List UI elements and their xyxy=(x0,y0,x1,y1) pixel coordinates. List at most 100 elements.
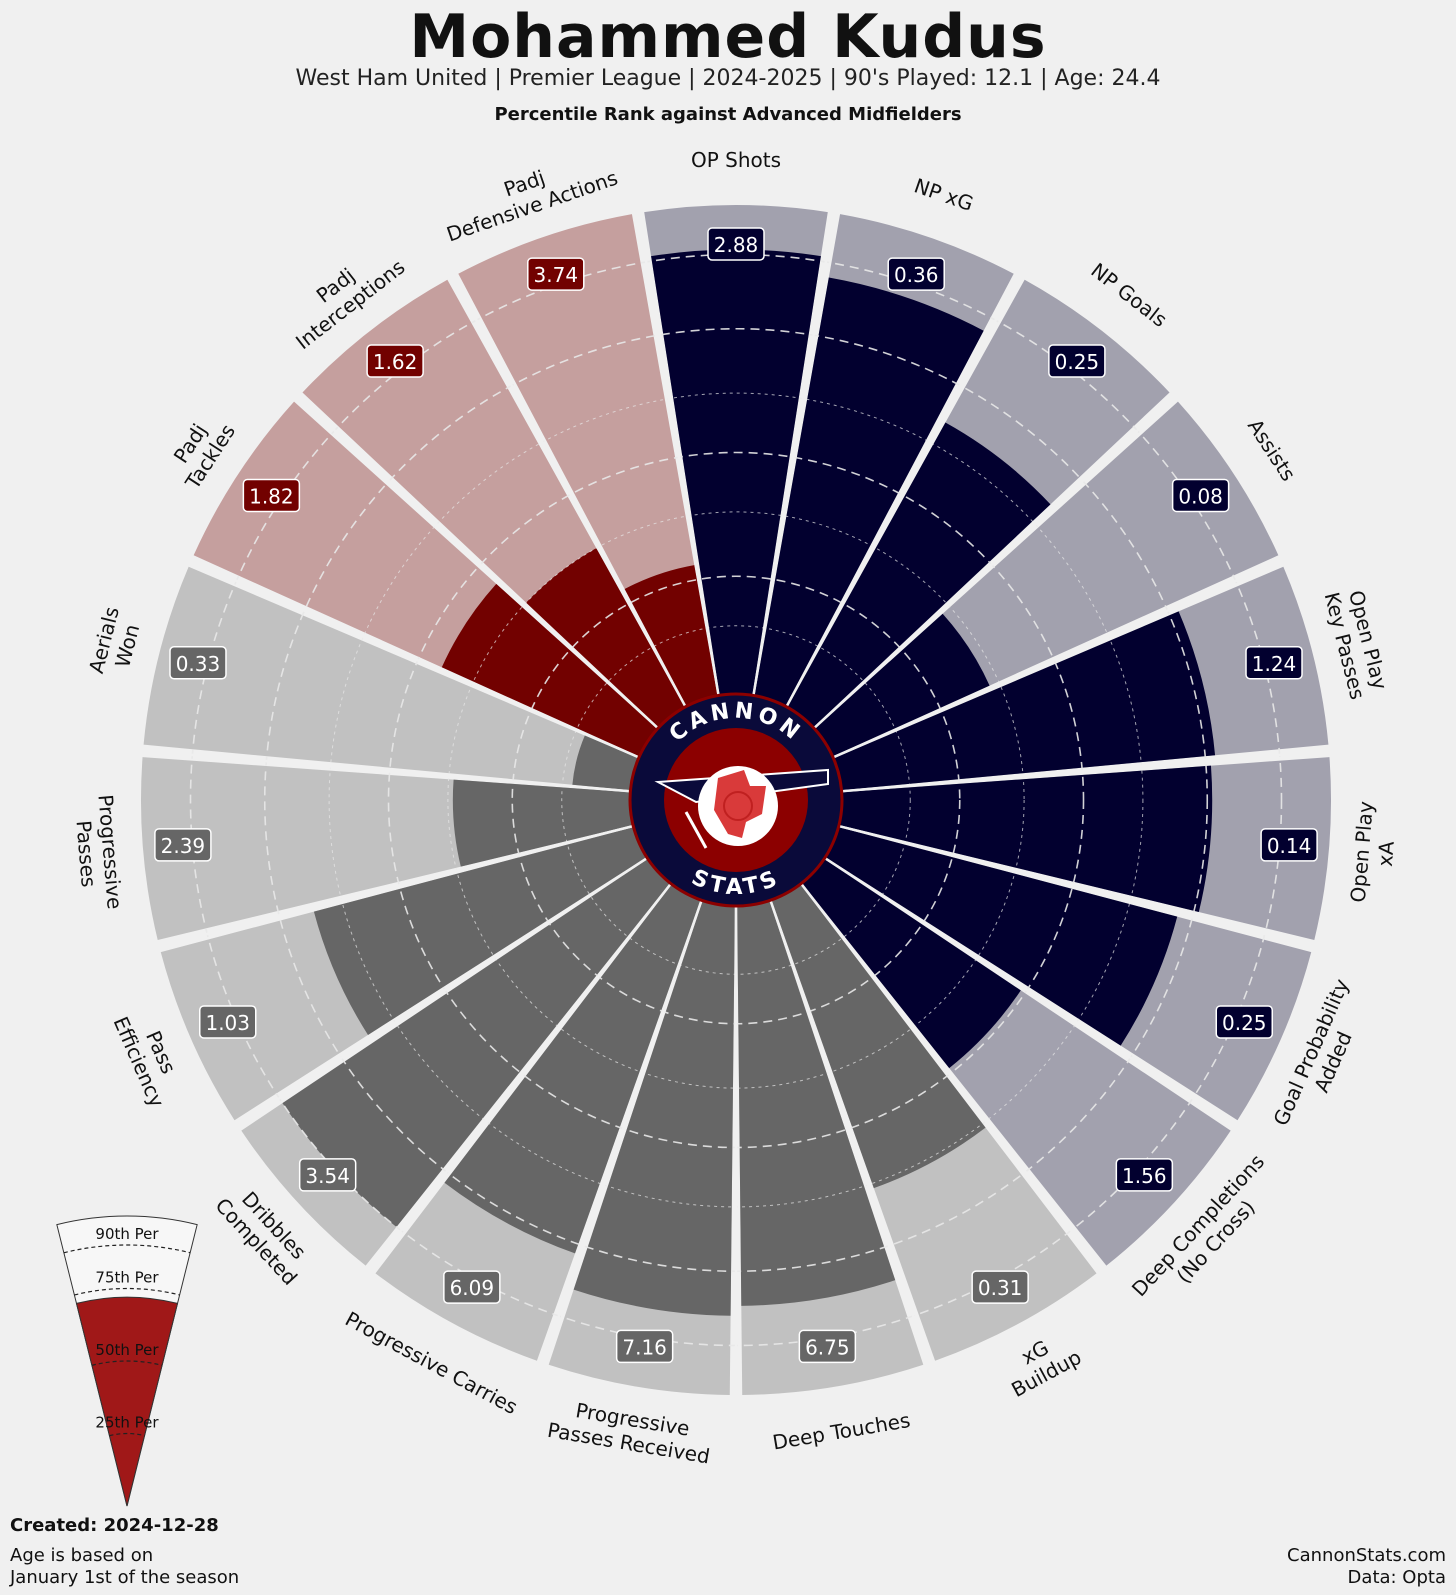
value-text: 6.75 xyxy=(805,1335,850,1359)
separator-line xyxy=(295,394,664,734)
value-box xyxy=(1245,646,1303,680)
bar-padj-tackles xyxy=(441,583,662,759)
radar-separators xyxy=(140,210,1332,1397)
value-text: 0.14 xyxy=(1267,834,1312,858)
value-label-op-shots: 2.88 xyxy=(707,227,765,261)
category-label-aerials-won: AerialsWon xyxy=(84,604,147,681)
separator-line xyxy=(782,274,1022,713)
value-box xyxy=(1260,828,1318,862)
bar-dribbles-completed xyxy=(282,855,674,1227)
value-label-open-play-key-passes: 1.24 xyxy=(1245,646,1303,680)
separator-line xyxy=(751,210,836,702)
age-note-line-1: Age is based on xyxy=(10,1545,154,1566)
radar-value-labels: 2.88 0.36 0.25 0.08 1.24 0.14 0.25 1.56 0.31 6.75… xyxy=(154,227,1318,1364)
bar-np-goals xyxy=(784,422,1051,732)
category-label-open-play-key-passes: Open PlayKey Passes xyxy=(1320,584,1393,702)
value-label-np-goals: 0.25 xyxy=(1048,344,1106,378)
legend-gridline xyxy=(63,1244,191,1254)
value-box xyxy=(887,257,945,291)
separator-line xyxy=(827,559,1284,761)
separator-line xyxy=(835,749,1332,793)
value-text: 1.82 xyxy=(249,484,294,508)
chart-title: Mohammed Kudus xyxy=(409,2,1047,72)
value-text: 0.25 xyxy=(1222,1011,1267,1035)
value-label-progressive-passes-received: 7.16 xyxy=(615,1329,674,1364)
separator-line xyxy=(235,853,653,1128)
legend-label: 25th Per xyxy=(95,1414,159,1432)
value-label-np-xg: 0.36 xyxy=(887,257,945,291)
bar-progressive-passes-received xyxy=(573,894,735,1316)
bar-open-play-xa xyxy=(833,765,1213,913)
bar-deep-touches xyxy=(737,894,896,1306)
value-box xyxy=(154,828,212,862)
category-label-assists: Assists xyxy=(1243,415,1301,486)
value-box xyxy=(971,1270,1029,1304)
bar-xg-buildup xyxy=(769,879,986,1189)
value-text: 1.62 xyxy=(373,350,418,374)
legend-gridline xyxy=(74,1287,180,1296)
value-label-dribbles-completed: 3.54 xyxy=(298,1158,357,1192)
category-label-xg-buildup: xGBuildup xyxy=(996,1324,1085,1402)
value-text: 0.25 xyxy=(1055,350,1100,374)
bar-np-xg xyxy=(753,277,984,712)
value-box xyxy=(443,1270,501,1304)
value-label-progressive-carries: 6.09 xyxy=(443,1270,501,1304)
separator-line xyxy=(767,894,932,1366)
value-box xyxy=(298,1158,357,1192)
value-text: 7.16 xyxy=(622,1335,667,1359)
separator-line xyxy=(832,823,1316,948)
category-label-op-shots: OP Shots xyxy=(691,148,781,172)
value-box xyxy=(242,478,301,513)
value-text: 1.03 xyxy=(205,1011,250,1035)
gridline-minor-38 xyxy=(447,511,1025,1089)
bar-deep-completions-no-cross xyxy=(798,855,1021,1069)
category-label-deep-touches: Deep Touches xyxy=(771,1408,912,1455)
value-box xyxy=(1215,1005,1274,1039)
bar-open-play-key-passes xyxy=(827,611,1216,791)
separator-line xyxy=(796,878,1104,1272)
value-label-open-play-xa: 0.14 xyxy=(1260,828,1318,862)
cannon-hub xyxy=(723,791,753,821)
value-text: 2.88 xyxy=(714,233,759,257)
value-text: 0.33 xyxy=(176,652,221,676)
separator-line xyxy=(188,559,645,761)
separator-line xyxy=(156,823,640,948)
data-source: Data: Opta xyxy=(1347,1567,1446,1588)
category-label-open-play-xa: Open PlayxA xyxy=(1346,800,1402,905)
value-box xyxy=(615,1329,674,1364)
value-box xyxy=(366,344,424,378)
value-text: 6.09 xyxy=(450,1276,495,1300)
value-box xyxy=(169,646,227,680)
value-box xyxy=(707,227,765,261)
legend-wedge-fill xyxy=(75,1296,179,1507)
value-label-deep-touches: 6.75 xyxy=(798,1329,857,1364)
cannon-trail xyxy=(684,811,708,849)
bar-aerials-won xyxy=(572,735,645,791)
value-label-aerials-won: 0.33 xyxy=(169,646,227,680)
site-credit: CannonStats.com xyxy=(1287,1545,1446,1566)
value-box xyxy=(527,257,585,291)
bar-padj-defensive-actions xyxy=(624,565,719,712)
bar-goal-probability-added xyxy=(820,825,1178,1046)
value-text: 0.08 xyxy=(1178,484,1223,508)
age-note-line-2: January 1st of the season xyxy=(10,1567,240,1588)
value-box xyxy=(198,1005,257,1039)
category-label-np-goals: NP Goals xyxy=(1086,258,1171,332)
cannon-shape xyxy=(714,770,766,838)
value-text: 0.31 xyxy=(978,1276,1023,1300)
legend-label: 50th Per xyxy=(95,1341,159,1359)
separator-line xyxy=(636,210,721,702)
value-label-padj-defensive-actions: 3.74 xyxy=(527,257,585,291)
bar-pass-efficiency xyxy=(313,825,652,1035)
value-text: 1.24 xyxy=(1252,652,1297,676)
separator-line xyxy=(808,394,1177,734)
value-label-goal-probability-added: 0.25 xyxy=(1215,1005,1274,1039)
category-label-padj-tackles: PadjTackles xyxy=(160,407,240,494)
separator-line xyxy=(450,274,690,713)
legend-label: 75th Per xyxy=(95,1269,159,1287)
cannon-icon xyxy=(654,766,829,849)
value-text: 3.54 xyxy=(305,1164,350,1188)
separator-line xyxy=(368,878,676,1272)
category-label-pass-efficiency: PassEfficiency xyxy=(109,1003,192,1111)
